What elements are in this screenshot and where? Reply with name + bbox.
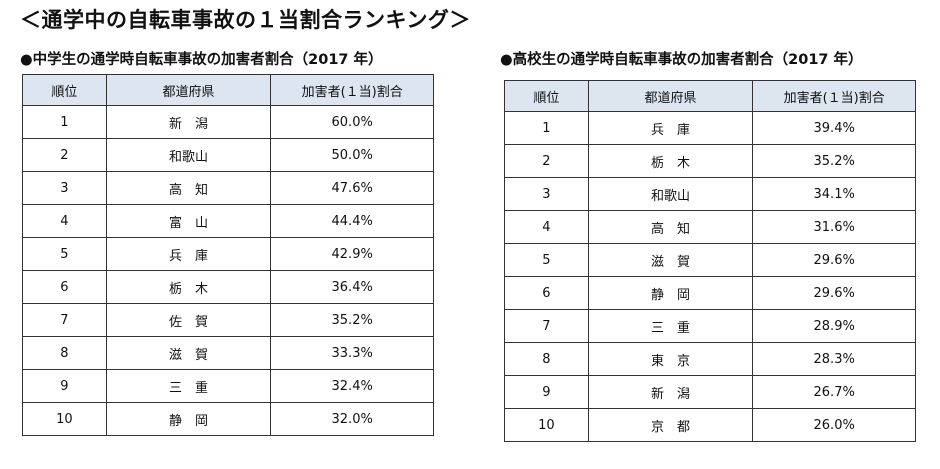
rank-cell: 2 bbox=[504, 144, 589, 178]
prefecture-cell: 静 岡 bbox=[105, 402, 272, 436]
ratio-cell: 28.3% bbox=[752, 342, 916, 376]
column-header-rank: 順位 bbox=[504, 80, 589, 112]
ratio-cell: 26.0% bbox=[752, 408, 916, 442]
ratio-cell: 32.0% bbox=[270, 402, 434, 436]
ratio-cell: 36.4% bbox=[270, 270, 434, 304]
prefecture-cell: 三 重 bbox=[587, 309, 754, 343]
ratio-cell: 28.9% bbox=[752, 309, 916, 343]
ratio-cell: 29.6% bbox=[752, 243, 916, 277]
prefecture-cell: 高 知 bbox=[587, 210, 754, 244]
ratio-cell: 50.0% bbox=[270, 138, 434, 172]
prefecture-cell: 和歌山 bbox=[587, 177, 754, 211]
ratio-cell: 35.2% bbox=[270, 303, 434, 337]
ratio-cell: 35.2% bbox=[752, 144, 916, 178]
ratio-cell: 32.4% bbox=[270, 369, 434, 403]
table-row: 10 静 岡 32.0% bbox=[22, 402, 434, 436]
rank-cell: 4 bbox=[504, 210, 589, 244]
column-header-prefecture: 都道府県 bbox=[587, 80, 754, 112]
rank-cell: 8 bbox=[504, 342, 589, 376]
prefecture-cell: 滋 賀 bbox=[105, 336, 272, 370]
prefecture-cell: 富 山 bbox=[105, 204, 272, 238]
prefecture-cell: 滋 賀 bbox=[587, 243, 754, 277]
ratio-cell: 31.6% bbox=[752, 210, 916, 244]
rank-cell: 2 bbox=[22, 138, 107, 172]
ratio-cell: 29.6% bbox=[752, 276, 916, 310]
rank-cell: 9 bbox=[504, 375, 589, 409]
ratio-cell: 42.9% bbox=[270, 237, 434, 271]
rank-cell: 4 bbox=[22, 204, 107, 238]
table-row: 10 京 都 26.0% bbox=[504, 408, 916, 442]
rank-cell: 8 bbox=[22, 336, 107, 370]
ratio-cell: 44.4% bbox=[270, 204, 434, 238]
prefecture-cell: 新 潟 bbox=[105, 105, 272, 139]
table-row: 2 和歌山 50.0% bbox=[22, 138, 434, 172]
prefecture-cell: 東 京 bbox=[587, 342, 754, 376]
ratio-cell: 39.4% bbox=[752, 111, 916, 145]
rank-cell: 10 bbox=[504, 408, 589, 442]
rank-cell: 7 bbox=[22, 303, 107, 337]
prefecture-cell: 京 都 bbox=[587, 408, 754, 442]
prefecture-cell: 栃 木 bbox=[105, 270, 272, 304]
column-header-ratio: 加害者(１当)割合 bbox=[752, 80, 916, 112]
prefecture-cell: 栃 木 bbox=[587, 144, 754, 178]
rank-cell: 5 bbox=[22, 237, 107, 271]
rank-cell: 1 bbox=[504, 111, 589, 145]
column-header-ratio: 加害者(１当)割合 bbox=[270, 74, 434, 106]
prefecture-cell: 和歌山 bbox=[105, 138, 272, 172]
prefecture-cell: 兵 庫 bbox=[105, 237, 272, 271]
high-school-title: ●高校生の通学時自転車事故の加害者割合（2017 年） bbox=[500, 52, 863, 68]
rank-cell: 5 bbox=[504, 243, 589, 277]
prefecture-cell: 静 岡 bbox=[587, 276, 754, 310]
rank-cell: 9 bbox=[22, 369, 107, 403]
prefecture-cell: 兵 庫 bbox=[587, 111, 754, 145]
table-header-row: 順位 都道府県 加害者(１当)割合 bbox=[504, 80, 916, 112]
rank-cell: 6 bbox=[504, 276, 589, 310]
page-title: ＜通学中の自転車事故の１当割合ランキング＞ bbox=[20, 8, 471, 32]
rank-cell: 6 bbox=[22, 270, 107, 304]
ratio-cell: 60.0% bbox=[270, 105, 434, 139]
table-row: 3 和歌山 34.1% bbox=[504, 177, 916, 211]
ratio-cell: 47.6% bbox=[270, 171, 434, 205]
rank-cell: 3 bbox=[22, 171, 107, 205]
middle-school-section: ●中学生の通学時自転車事故の加害者割合（2017 年） 順位 都道府県 加害者(… bbox=[20, 49, 460, 436]
column-header-prefecture: 都道府県 bbox=[105, 74, 272, 106]
prefecture-cell: 三 重 bbox=[105, 369, 272, 403]
rank-cell: 10 bbox=[22, 402, 107, 436]
middle-school-title: ●中学生の通学時自転車事故の加害者割合（2017 年） bbox=[20, 52, 383, 68]
column-header-rank: 順位 bbox=[22, 74, 107, 106]
ratio-cell: 33.3% bbox=[270, 336, 434, 370]
ratio-cell: 34.1% bbox=[752, 177, 916, 211]
rank-cell: 1 bbox=[22, 105, 107, 139]
high-school-section: ●高校生の通学時自転車事故の加害者割合（2017 年） 順位 都道府県 加害者(… bbox=[500, 49, 930, 442]
prefecture-cell: 新 潟 bbox=[587, 375, 754, 409]
table-header-row: 順位 都道府県 加害者(１当)割合 bbox=[22, 74, 434, 106]
ratio-cell: 26.7% bbox=[752, 375, 916, 409]
rank-cell: 7 bbox=[504, 309, 589, 343]
prefecture-cell: 高 知 bbox=[105, 171, 272, 205]
prefecture-cell: 佐 賀 bbox=[105, 303, 272, 337]
rank-cell: 3 bbox=[504, 177, 589, 211]
